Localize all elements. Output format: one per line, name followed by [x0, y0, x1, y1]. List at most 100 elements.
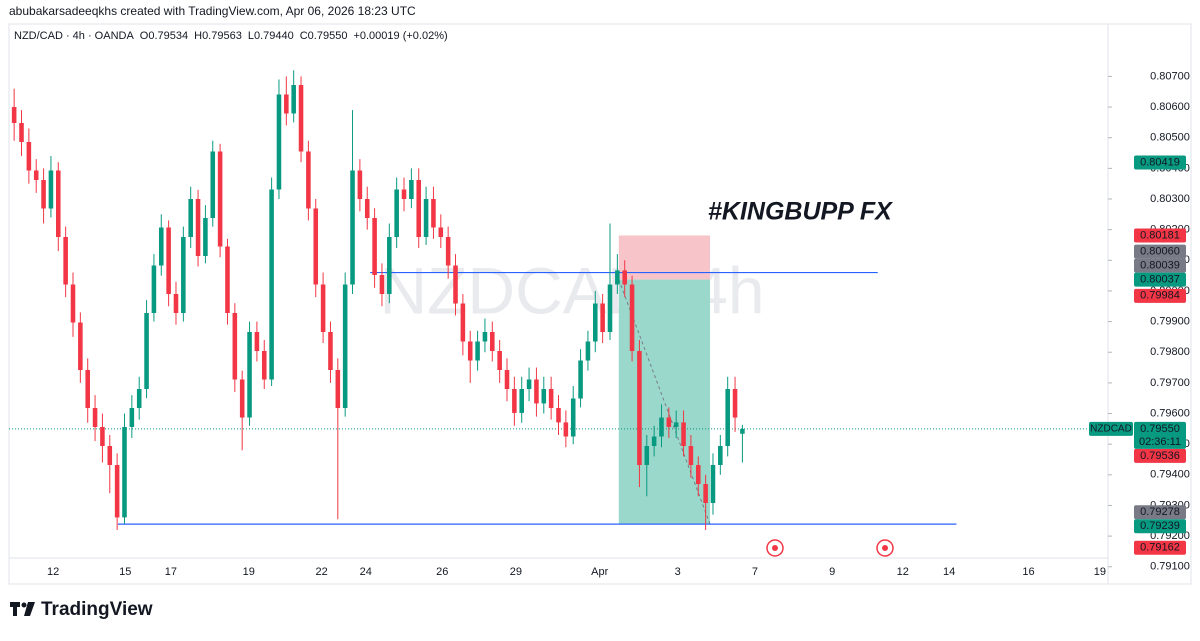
x-tick-label: 14	[943, 566, 955, 578]
header: abubakarsadeeqkhs created with TradingVi…	[9, 4, 416, 18]
x-tick-label: 24	[360, 566, 372, 578]
candle-body	[78, 322, 83, 371]
y-tick-label: 0.79400	[1150, 469, 1190, 481]
y-tick-label: 0.79100	[1150, 561, 1190, 573]
candle-body	[63, 236, 68, 285]
candle-body	[114, 465, 120, 518]
y-tick-label: 0.80500	[1150, 132, 1190, 144]
candle-body	[306, 151, 311, 209]
candle-body	[570, 398, 576, 437]
price-label-box	[1134, 258, 1186, 273]
candle-body	[298, 84, 304, 152]
candle-body	[372, 217, 377, 275]
chart-frame	[8, 23, 1192, 585]
candle-body	[556, 408, 561, 423]
countdown: 02:36:11	[1139, 436, 1181, 448]
logo: TradingView	[10, 599, 153, 620]
price-label: 0.80039	[1140, 260, 1180, 272]
y-tick-label: 0.80700	[1150, 70, 1190, 82]
candle-body	[548, 389, 554, 409]
price-label-box	[1134, 519, 1186, 534]
price-label-box	[1134, 540, 1186, 555]
footer-brand: TradingView	[41, 599, 153, 620]
candle-body	[350, 170, 355, 285]
candle-body	[379, 274, 385, 294]
candle-body	[92, 408, 98, 428]
candle-body	[151, 265, 157, 314]
x-tick-label: 16	[1022, 566, 1034, 578]
x-tick-label: Apr	[591, 566, 608, 578]
candle-body	[181, 236, 186, 314]
candle-body	[497, 351, 502, 371]
price-label-box	[1134, 288, 1186, 303]
legend-item: +0.00019 (+0.02%)	[353, 30, 447, 42]
candle-body	[144, 313, 149, 390]
candle-body	[710, 465, 716, 504]
candle-body	[673, 422, 679, 428]
y-tick-label: 0.79600	[1150, 407, 1190, 419]
legend-item: NZD/CAD · 4h · OANDA	[14, 30, 134, 42]
candle-body	[585, 341, 591, 361]
legend-item: C0.79550	[300, 30, 348, 42]
candle-body	[578, 360, 583, 399]
candle-body	[681, 422, 686, 447]
candle-body	[534, 379, 539, 404]
candle-body	[247, 332, 252, 418]
candle-body	[467, 341, 473, 361]
candle-body	[629, 284, 635, 352]
price-label-box	[1134, 272, 1186, 287]
candle-body	[41, 179, 46, 209]
candle-body	[526, 379, 532, 390]
candle-body	[394, 189, 399, 237]
candle-body	[11, 107, 17, 123]
candle-body	[637, 351, 642, 466]
symbol-label: NZDCAD	[1090, 423, 1132, 434]
x-tick-label: 15	[119, 566, 131, 578]
candle-body	[416, 179, 422, 237]
candle-body	[445, 236, 451, 266]
symbol-box	[1089, 421, 1133, 436]
candle-body	[166, 227, 171, 294]
candle-body	[56, 170, 61, 237]
candle-body	[85, 370, 90, 409]
x-tick-label: 26	[436, 566, 448, 578]
candle-body	[607, 284, 613, 333]
y-tick-label: 0.79700	[1150, 377, 1190, 389]
candle-body	[122, 427, 127, 518]
candle-body	[261, 351, 267, 380]
candle-body	[217, 151, 223, 247]
candle-body	[438, 227, 444, 237]
candle-body	[173, 293, 179, 314]
candle-body	[490, 332, 495, 352]
candle-body	[48, 170, 54, 209]
candle-body	[718, 446, 723, 466]
price-label: 0.80419	[1140, 156, 1180, 168]
price-label-box	[1134, 505, 1186, 520]
current-price-box	[1134, 421, 1186, 449]
candle-body	[593, 303, 598, 342]
candle-body	[644, 446, 650, 466]
price-label-box	[1134, 155, 1186, 170]
candle-body	[475, 341, 480, 361]
candle-body	[431, 198, 436, 228]
candle-body	[504, 370, 510, 390]
y-tick-label: 0.80600	[1150, 101, 1190, 113]
price-label-box	[1134, 244, 1186, 259]
candle-body	[387, 236, 392, 294]
current-price: 0.79550	[1140, 423, 1180, 435]
candle-body	[195, 198, 201, 256]
candle-body	[453, 265, 458, 304]
candle-body	[651, 436, 657, 447]
candle-body	[70, 284, 76, 323]
candle-body	[563, 422, 569, 437]
candle-body	[423, 198, 429, 237]
legend-item: H0.79563	[194, 30, 242, 42]
price-label: 0.79239	[1140, 520, 1180, 532]
candle-body	[335, 370, 341, 409]
price-label-box	[1134, 448, 1186, 463]
candle-body	[541, 389, 547, 404]
candle-body	[519, 389, 524, 413]
y-tick-label: 0.79800	[1150, 346, 1190, 358]
candle-body	[328, 332, 333, 371]
